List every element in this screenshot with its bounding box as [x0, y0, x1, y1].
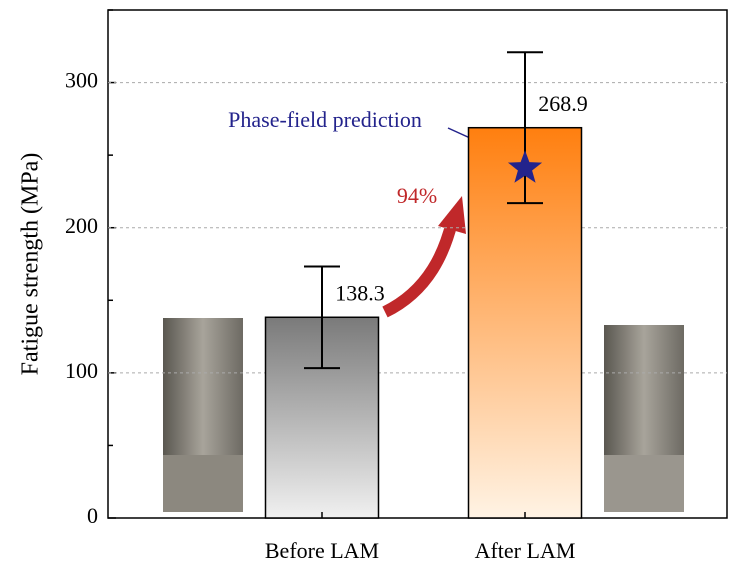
increase-label: 94%	[397, 183, 437, 208]
specimen-base	[604, 455, 684, 512]
value-label: 138.3	[335, 280, 385, 305]
value-label: 268.9	[538, 91, 588, 116]
x-tick-label: Before LAM	[265, 538, 379, 563]
increase-arrow	[385, 222, 452, 312]
prediction-label: Phase-field prediction	[228, 107, 422, 132]
y-tick-label: 0	[87, 503, 98, 528]
y-tick-label: 100	[65, 358, 98, 383]
y-axis-title: Fatigue strength (MPa)	[18, 153, 44, 376]
specimen-base	[163, 455, 243, 512]
increase-arrowhead	[438, 196, 466, 234]
y-tick-label: 300	[65, 68, 98, 93]
x-tick-label: After LAM	[475, 538, 576, 563]
y-tick-label: 200	[65, 213, 98, 238]
